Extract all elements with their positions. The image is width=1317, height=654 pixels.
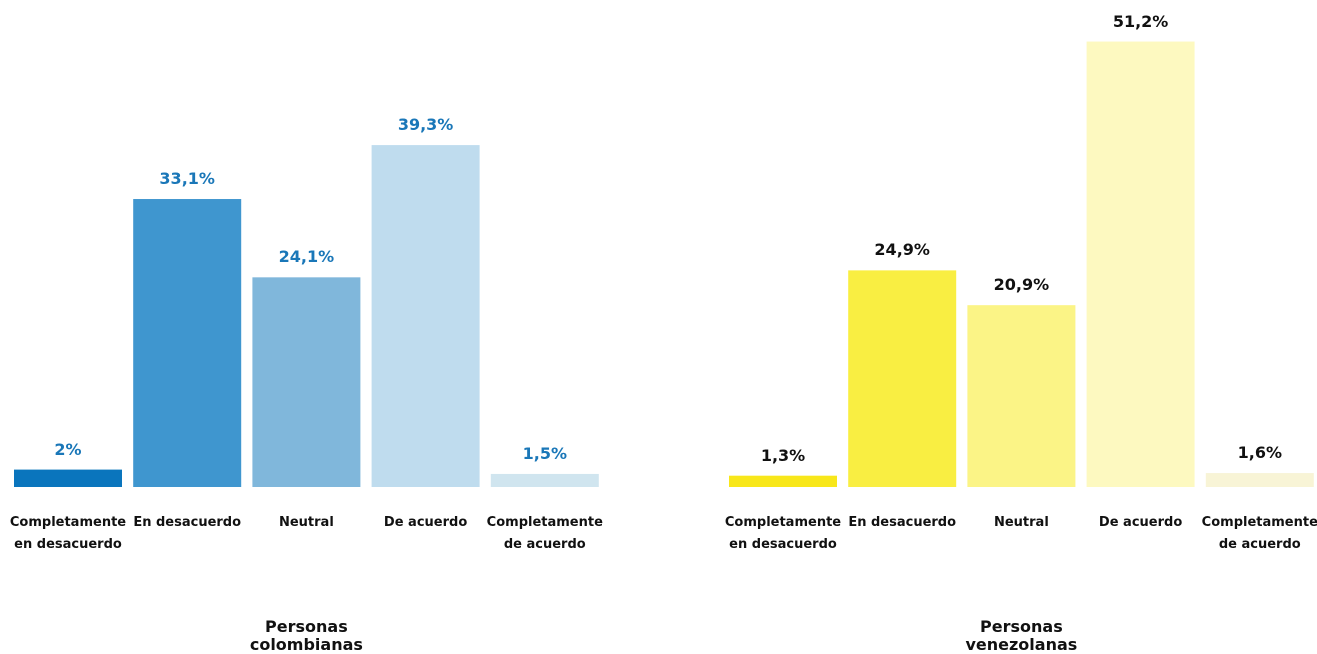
x-tick-label: Completamente en desacuerdo bbox=[9, 515, 127, 552]
chart-title: Personas venezolanas bbox=[965, 617, 1078, 654]
value-label: 24,9% bbox=[874, 240, 930, 260]
bar bbox=[14, 469, 122, 487]
value-label: 1,6% bbox=[1237, 443, 1282, 463]
bar bbox=[967, 305, 1076, 487]
bar bbox=[133, 199, 242, 487]
x-tick-label: Completamente de acuerdo bbox=[1201, 515, 1317, 552]
value-label: 1,3% bbox=[760, 445, 806, 465]
bar bbox=[848, 270, 957, 487]
bar bbox=[1205, 473, 1314, 487]
value-label: 39,3% bbox=[397, 115, 454, 135]
x-tick-label: Neutral bbox=[993, 515, 1049, 530]
value-label: 24,1% bbox=[278, 247, 335, 267]
bar bbox=[371, 145, 480, 487]
x-tick-label: De acuerdo bbox=[1098, 515, 1183, 530]
bar bbox=[490, 473, 599, 487]
x-tick-label: Completamente de acuerdo bbox=[486, 515, 603, 552]
value-label: 20,9% bbox=[993, 275, 1050, 295]
x-tick-label: Neutral bbox=[278, 515, 334, 530]
value-label: 33,1% bbox=[159, 169, 215, 189]
chart-title: Personas colombianas bbox=[249, 617, 363, 654]
bar bbox=[252, 277, 361, 487]
x-tick-label: En desacuerdo bbox=[848, 515, 957, 530]
bar bbox=[1086, 41, 1195, 488]
value-label: 51,2% bbox=[1112, 11, 1169, 31]
bar bbox=[729, 475, 837, 487]
value-label: 1,5% bbox=[522, 443, 567, 463]
x-tick-label: De acuerdo bbox=[383, 515, 468, 530]
value-label: 2% bbox=[54, 439, 82, 459]
x-tick-label: En desacuerdo bbox=[133, 515, 242, 530]
x-tick-label: Completamente en desacuerdo bbox=[724, 515, 842, 552]
